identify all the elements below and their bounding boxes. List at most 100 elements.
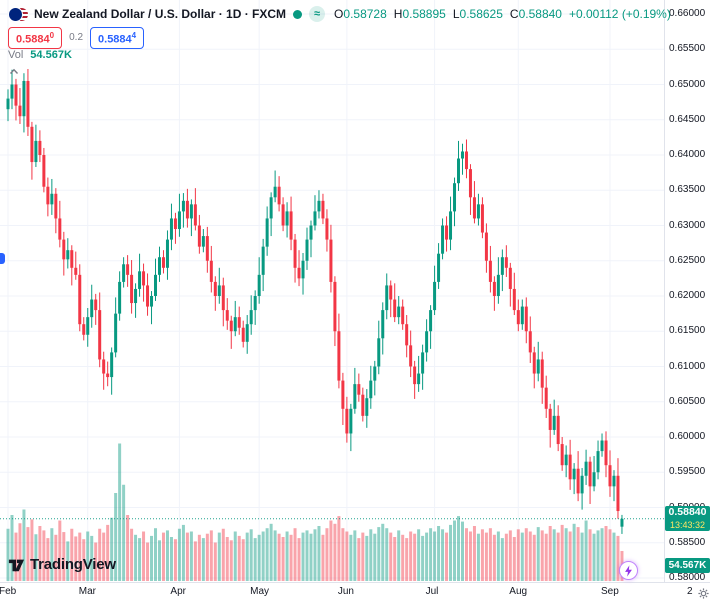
- candle-body: [297, 267, 301, 279]
- candle-body: [433, 281, 437, 311]
- axis-settings-gear-icon[interactable]: [698, 586, 709, 600]
- volume-bar: [568, 531, 572, 581]
- candle-body: [102, 359, 106, 374]
- candle-body: [249, 310, 253, 325]
- price-axis-label: 0.61500: [669, 325, 706, 337]
- candle-body: [62, 239, 66, 260]
- volume-bar: [528, 531, 532, 581]
- volume-bar: [201, 538, 205, 581]
- candle-body: [253, 296, 257, 311]
- candle-body: [508, 267, 512, 289]
- price-axis-label: 0.63000: [669, 219, 706, 231]
- volume-bar: [397, 530, 401, 581]
- volume-bar: [309, 533, 313, 581]
- candle-body: [205, 236, 209, 261]
- candle-body: [245, 324, 249, 342]
- price-chart-canvas[interactable]: [0, 0, 664, 582]
- volume-bar: [42, 530, 46, 581]
- candle-body: [484, 232, 488, 261]
- volume-bar: [157, 540, 161, 581]
- volume-bar: [142, 531, 146, 581]
- volume-indicator-label[interactable]: Vol: [8, 49, 24, 61]
- candle-body: [34, 140, 38, 163]
- candle-body: [341, 380, 345, 409]
- candle-body: [201, 236, 205, 247]
- volume-bar: [437, 526, 441, 581]
- volume-bar: [588, 529, 592, 581]
- candle-body: [564, 454, 568, 466]
- last-price-value: 0.58840: [668, 505, 707, 518]
- candle-body: [225, 310, 229, 321]
- candle-body: [476, 204, 480, 219]
- volume-bar: [253, 538, 257, 581]
- volume-bar: [532, 534, 536, 581]
- volume-indicator-value: 54.567K: [30, 49, 72, 61]
- volume-bar: [146, 542, 150, 581]
- volume-bar: [584, 520, 588, 581]
- candle-body: [548, 408, 552, 430]
- price-axis-label: 0.65500: [669, 43, 706, 55]
- candle-body: [6, 98, 10, 110]
- volume-bar: [564, 528, 568, 581]
- price-axis[interactable]: 0.66000 0.65500 0.65000 0.64500 0.64000 0.635…: [664, 0, 710, 583]
- price-axis-label: 0.64000: [669, 149, 706, 160]
- candle-body: [389, 285, 393, 300]
- nz-flag-icon: [8, 7, 23, 22]
- close-label: C: [509, 7, 519, 21]
- volume-bar: [393, 537, 397, 581]
- candle-body: [269, 197, 273, 219]
- candle-body: [532, 352, 536, 374]
- candle-body: [520, 306, 524, 325]
- volume-bar: [520, 532, 524, 581]
- volume-bar: [329, 520, 333, 581]
- candle-body: [528, 331, 532, 353]
- candle-body: [417, 373, 421, 385]
- candle-body: [429, 310, 433, 332]
- data-feed-icon[interactable]: ≈: [309, 6, 326, 22]
- boost-lightning-button[interactable]: [619, 561, 638, 580]
- volume-bar: [257, 534, 261, 581]
- volume-bar: [612, 532, 616, 581]
- candle-body: [620, 518, 624, 527]
- symbol-title[interactable]: New Zealand Dollar / U.S. Dollar · 1D · …: [34, 7, 287, 21]
- volume-bar: [576, 527, 580, 581]
- candle-body: [189, 204, 193, 219]
- candle-body: [90, 299, 94, 318]
- candle-body: [289, 211, 293, 240]
- volume-bar: [90, 535, 94, 581]
- candle-body: [357, 384, 361, 395]
- volume-bar: [70, 528, 74, 581]
- candle-body: [281, 204, 285, 226]
- candle-body: [504, 257, 508, 268]
- market-status-icon[interactable]: [293, 9, 303, 19]
- tradingview-logo[interactable]: TradingView: [8, 556, 116, 573]
- volume-bar: [592, 533, 596, 581]
- volume-bar: [185, 532, 189, 581]
- legend-row-symbol: New Zealand Dollar / U.S. Dollar · 1D · …: [8, 6, 671, 22]
- volume-bar: [74, 536, 78, 581]
- volume-bar: [161, 532, 165, 581]
- volume-bar: [441, 529, 445, 581]
- volume-bar: [464, 528, 468, 581]
- left-edge-marker[interactable]: [0, 253, 5, 264]
- legend-expand-chevron-icon[interactable]: [9, 62, 19, 80]
- volume-bar: [297, 538, 301, 581]
- volume-bar: [118, 443, 122, 581]
- candle-body: [464, 151, 468, 170]
- candle-body: [122, 264, 126, 282]
- price-axis-label: 0.58500: [669, 536, 706, 548]
- buy-price-badge[interactable]: 0.58844: [90, 27, 145, 49]
- volume-bar: [173, 539, 177, 581]
- close-value: 0.58840: [518, 7, 562, 21]
- candle-body: [118, 281, 122, 314]
- time-axis[interactable]: 2 Feb Mar Apr May Jun Jul Aug Sep: [0, 582, 710, 600]
- volume-bar: [413, 533, 417, 581]
- volume-bar: [421, 535, 425, 581]
- sell-price-badge[interactable]: 0.58840: [8, 27, 63, 49]
- candle-body: [449, 211, 453, 240]
- volume-bar: [134, 534, 138, 581]
- candle-body: [472, 197, 476, 219]
- lightning-icon: [625, 564, 632, 577]
- candle-body: [460, 151, 464, 159]
